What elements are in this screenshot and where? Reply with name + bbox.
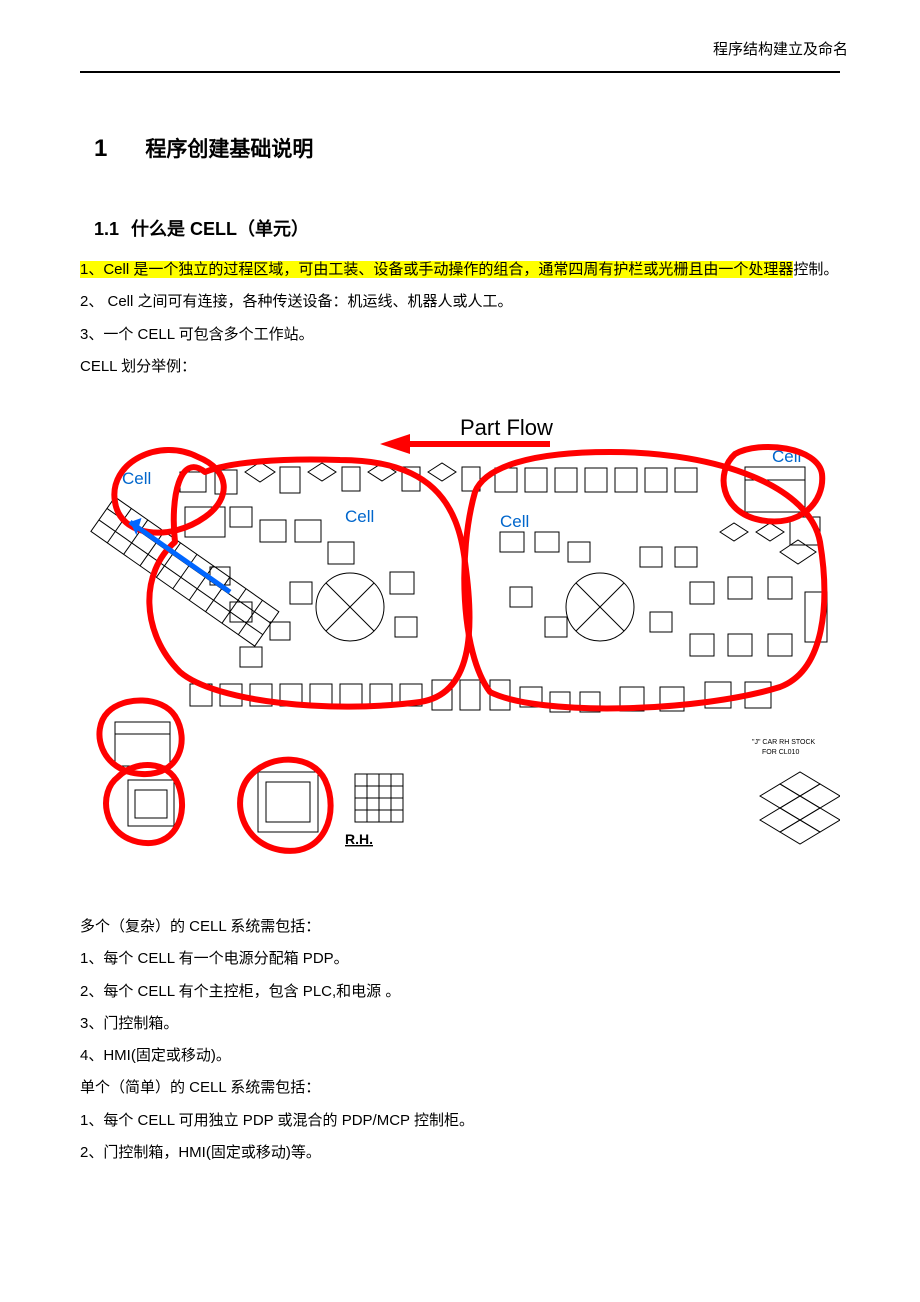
h2-text: 什么是 CELL（单元） [131,215,309,241]
h2-number: 1.1 [94,219,119,240]
page-header-title: 程序结构建立及命名 [80,38,848,59]
paragraph-1: 1、Cell 是一个独立的过程区域，可由工装、设备或手动操作的组合，通常四周有护… [80,257,840,283]
header-rule [80,71,840,73]
heading-2: 1.1 什么是 CELL（单元） [94,215,840,241]
stock-label-2: FOR CL010 [762,749,799,756]
highlight-1b: 、Cell 是一个独立的过程区域，可由工装、设备或手动操作的组合，通常四周有护栏… [88,261,793,278]
paragraph-7: 2、每个 CELL 有个主控柜，包含 PLC,和电源 。 [80,979,840,1005]
h1-text: 程序创建基础说明 [145,133,313,163]
rh-label: R.H. [345,831,373,847]
stock-label-1: "J" CAR RH STOCK [752,739,816,746]
paragraph-6: 1、每个 CELL 有一个电源分配箱 PDP。 [80,946,840,972]
cell-label-2: Cell [500,512,529,531]
diagram-svg: Part Flow [80,402,840,872]
paragraph-12: 2、门控制箱，HMI(固定或移动)等。 [80,1140,840,1166]
blue-arrow-line [130,522,230,592]
paragraph-10: 单个（简单）的 CELL 系统需包括： [80,1075,840,1101]
cell-diagram: Part Flow [80,402,840,872]
paragraph-2: 2、 Cell 之间可有连接，各种传送设备：机运线、机器人或人工。 [80,289,840,315]
cell-label-0: Cell [122,469,151,488]
h2-bold: CELL [190,219,237,239]
paragraph-4: CELL 划分举例： [80,354,840,380]
paragraph-11: 1、每个 CELL 可用独立 PDP 或混合的 PDP/MCP 控制柜。 [80,1108,840,1134]
paragraph-3: 3、一个 CELL 可包含多个工作站。 [80,322,840,348]
part-flow-label: Part Flow [460,415,553,440]
h2-prefix: 什么是 [131,219,185,239]
paragraph-5: 多个（复杂）的 CELL 系统需包括： [80,914,840,940]
paragraph-9: 4、HMI(固定或移动)。 [80,1043,840,1069]
paragraph-8: 3、门控制箱。 [80,1011,840,1037]
para1-tail: 控制。 [793,261,838,278]
flow-arrow-head [380,434,410,454]
h2-suffix: （单元） [237,219,309,239]
heading-1: 1 程序创建基础说明 [94,133,840,163]
red-annotation-layer [99,447,824,851]
cell-label-1: Cell [345,507,374,526]
h1-number: 1 [94,135,107,163]
